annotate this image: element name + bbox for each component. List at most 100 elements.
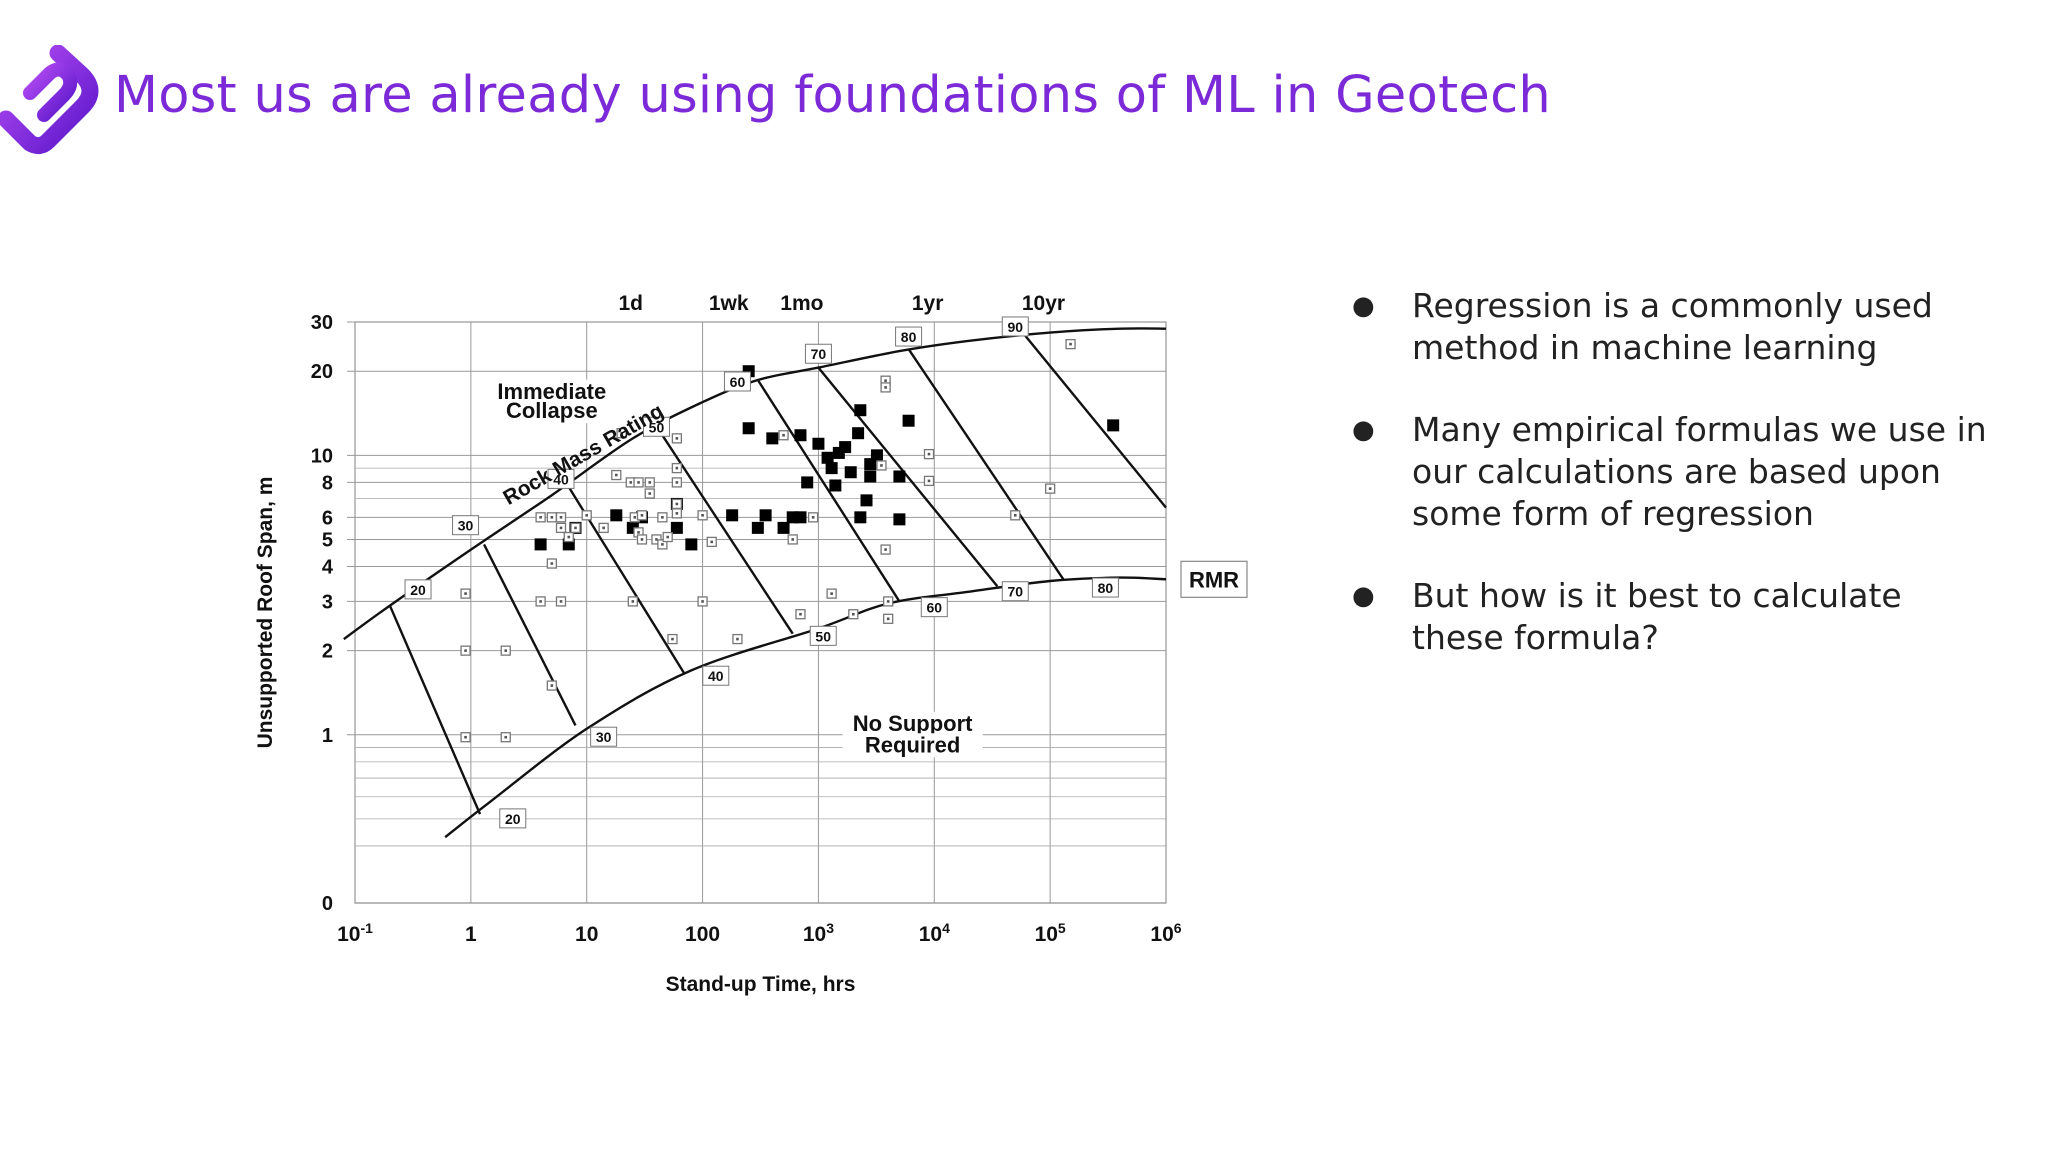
y-tick-label: 5 [322, 529, 333, 551]
x-tick-label: 1 [465, 923, 477, 946]
data-point-filled [812, 437, 825, 450]
data-point-open-center [710, 540, 714, 544]
data-point-open-center [629, 481, 633, 484]
rmr-label-box [1001, 316, 1029, 337]
data-point-filled [893, 470, 906, 483]
y-tick-label: 8 [322, 472, 333, 494]
rmr-label-box [723, 371, 751, 392]
data-point-open-center [666, 535, 669, 539]
data-point-filled [839, 441, 852, 454]
data-point-open-center [559, 526, 563, 530]
top-tick-label: 1yr [912, 292, 944, 315]
chart: 1 2 3 4 5 6 8 10 20 30 0 10-1 1 10 100 103 104 105 106 1d 1w… [240, 275, 1270, 1015]
rmr-label-box [895, 326, 923, 347]
rmr-label: 70 [1007, 584, 1023, 600]
rmr-label-box [452, 515, 480, 536]
data-point-open-center [585, 514, 589, 517]
bullet-icon: ● [1352, 581, 1375, 611]
data-point-filled [670, 521, 683, 534]
data-point-open-center [464, 649, 467, 652]
rmr-label: 50 [649, 419, 665, 435]
data-point-open-center [559, 600, 563, 603]
data-point-open-center [620, 431, 623, 435]
data-point-filled [829, 479, 842, 492]
rmr-label-box [1001, 581, 1029, 602]
rmr-axis-label: RMR [1189, 567, 1239, 592]
rmr-label: 80 [1098, 580, 1114, 596]
annotation-text: No Support [853, 711, 973, 736]
lower-boundary-curve [444, 576, 1167, 839]
data-point-filled [534, 538, 547, 551]
top-tick-label: 1mo [780, 292, 823, 315]
data-point-open-center [675, 512, 679, 515]
rmr-line [482, 543, 577, 726]
data-point-filled [801, 476, 814, 489]
data-point-filled [759, 509, 772, 522]
data-point-open-center [927, 479, 931, 483]
data-point-open-center [539, 516, 542, 519]
data-point-open-center [464, 592, 467, 595]
data-point-open-center [884, 548, 887, 551]
data-point-filled [860, 494, 873, 507]
data-point-filled [821, 451, 834, 464]
data-point-open-center [640, 538, 644, 541]
top-tick-label: 10yr [1022, 292, 1065, 315]
x-tick-label: 103 [803, 920, 834, 946]
data-point-filled [852, 427, 865, 440]
y-tick-label: 2 [322, 641, 333, 663]
x-axis-title: Stand-up Time, hrs [666, 973, 856, 996]
data-point-open-center [504, 735, 508, 739]
rmr-line [1023, 334, 1167, 509]
data-point-open-center [886, 617, 890, 621]
data-point-filled [1107, 419, 1120, 432]
data-point-open-center [602, 526, 605, 530]
data-point-open-center [675, 466, 679, 470]
rmr-label: 90 [1007, 319, 1023, 335]
data-point-open-center [1069, 342, 1072, 346]
data-point-open-center [811, 516, 815, 519]
data-point-filled [825, 462, 838, 475]
data-point-open-center [637, 531, 640, 534]
bullet-item: ● Regression is a commonly used method in… [1352, 285, 1992, 369]
rmr-label-box [590, 726, 618, 747]
data-point-open-center [550, 562, 554, 565]
data-point-filled [870, 449, 883, 462]
data-point-filled [902, 414, 915, 427]
data-point-open-center [675, 481, 679, 484]
data-point-filled [726, 509, 739, 522]
data-point-open-center [648, 492, 652, 495]
top-tick-label: 1d [619, 292, 644, 315]
bullet-text: But how is it best to calculate these fo… [1412, 576, 1902, 657]
data-point-open-center [631, 600, 635, 603]
data-point-open-center [852, 612, 855, 616]
data-point-open-center [655, 538, 658, 541]
data-point-filled [854, 511, 867, 524]
rmr-label-box [404, 579, 432, 600]
data-point-filled [610, 509, 623, 522]
rmr-label: 60 [730, 374, 746, 390]
plot-frame [354, 321, 1167, 904]
bullet-item: ● Many empirical formulas we use in our c… [1352, 409, 1992, 535]
slide-title: Most us are already using foundations of… [114, 66, 1552, 125]
top-tick-label: 1wk [709, 292, 749, 315]
rmr-line [817, 366, 999, 588]
rmr-label: 50 [815, 628, 831, 644]
chart-svg: 1 2 3 4 56 8 10 20 30 010-1 1 10 100 103 104 105 106 1d 1w… [254, 292, 1248, 996]
rmr-label: 30 [458, 518, 474, 534]
rmr-label-box [1091, 577, 1119, 598]
data-point-open-center [661, 543, 664, 546]
data-point-open-center [880, 464, 883, 467]
rmr-label-box [642, 416, 670, 437]
data-point-filled [777, 521, 790, 534]
data-point-open-center [791, 538, 795, 541]
data-point-open-center [671, 637, 674, 641]
rmr-label-box [809, 625, 837, 646]
data-point-filled [794, 429, 807, 442]
x-tick-label: 10 [575, 923, 598, 946]
annotation-bg [842, 733, 983, 758]
data-point-open-center [675, 502, 679, 506]
data-point-open-center [550, 516, 554, 519]
rmr-line [388, 605, 482, 815]
annotation-bg [842, 711, 983, 736]
x-tick-label: 105 [1035, 920, 1066, 946]
